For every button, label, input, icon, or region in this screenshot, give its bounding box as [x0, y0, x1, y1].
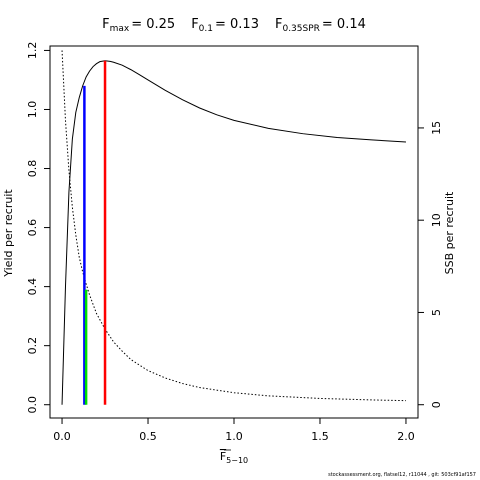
- x-tick-label: 1.5: [311, 430, 329, 443]
- chart-title: Fmax = 0.25 F0.1 = 0.13 F0.35SPR = 0.14: [102, 17, 366, 34]
- y-left-tick-label: 0.0: [26, 396, 39, 414]
- x-tick-label: 0.5: [139, 430, 157, 443]
- yield-per-recruit-curve: [61, 60, 406, 405]
- y-right-tick-label: 5: [430, 309, 443, 316]
- y-axis-left: 0.0 0.2 0.4 0.6 0.8 1.0 1.2: [26, 42, 51, 414]
- x-axis-subscript: 5−10: [226, 456, 248, 465]
- title-symbol: F: [275, 17, 282, 32]
- x-axis-symbol: F: [220, 450, 226, 463]
- title-value: = 0.14: [322, 17, 366, 32]
- title-symbol: F: [191, 17, 198, 32]
- y-left-tick-label: 0.6: [26, 219, 39, 237]
- y-left-tick-label: 0.4: [26, 278, 39, 296]
- x-axis-title: F5−10: [220, 449, 248, 465]
- y-left-tick-label: 0.2: [26, 337, 39, 355]
- x-tick-label: 0.0: [53, 430, 71, 443]
- y-left-tick-label: 1.2: [26, 42, 39, 60]
- footer-credit: stockassessment.org, flatsel12, r11044 ,…: [328, 472, 476, 478]
- title-value: = 0.25: [131, 17, 175, 32]
- x-tick-label: 2.0: [397, 430, 415, 443]
- curves-layer: [61, 50, 406, 405]
- title-symbol: F: [102, 17, 109, 32]
- y-right-tick-label: 15: [430, 121, 443, 135]
- x-tick-label: 1.0: [225, 430, 243, 443]
- y-axis-left-title: Yield per recruit: [2, 189, 15, 278]
- title-value: = 0.13: [215, 17, 259, 32]
- chart-title-text: Fmax = 0.25 F0.1 = 0.13 F0.35SPR = 0.14: [102, 17, 366, 34]
- y-right-tick-label: 10: [430, 213, 443, 227]
- title-subscript: 0.1: [199, 24, 213, 34]
- y-right-tick-label: 0: [430, 401, 443, 408]
- ssb-per-recruit-curve: [61, 50, 406, 402]
- x-axis: 0.0 0.5 1.0 1.5 2.0: [53, 417, 415, 443]
- title-subscript: 0.35SPR: [282, 24, 319, 34]
- title-subscript: max: [110, 24, 130, 34]
- y-axis-right: 0 5 10 15: [417, 121, 443, 408]
- y-axis-right-title: SSB per recruit: [443, 191, 456, 274]
- reference-lines-layer: [83, 60, 107, 405]
- x-axis-title-text: F5−10: [220, 450, 248, 465]
- y-left-tick-label: 1.0: [26, 101, 39, 119]
- y-left-tick-label: 0.8: [26, 160, 39, 178]
